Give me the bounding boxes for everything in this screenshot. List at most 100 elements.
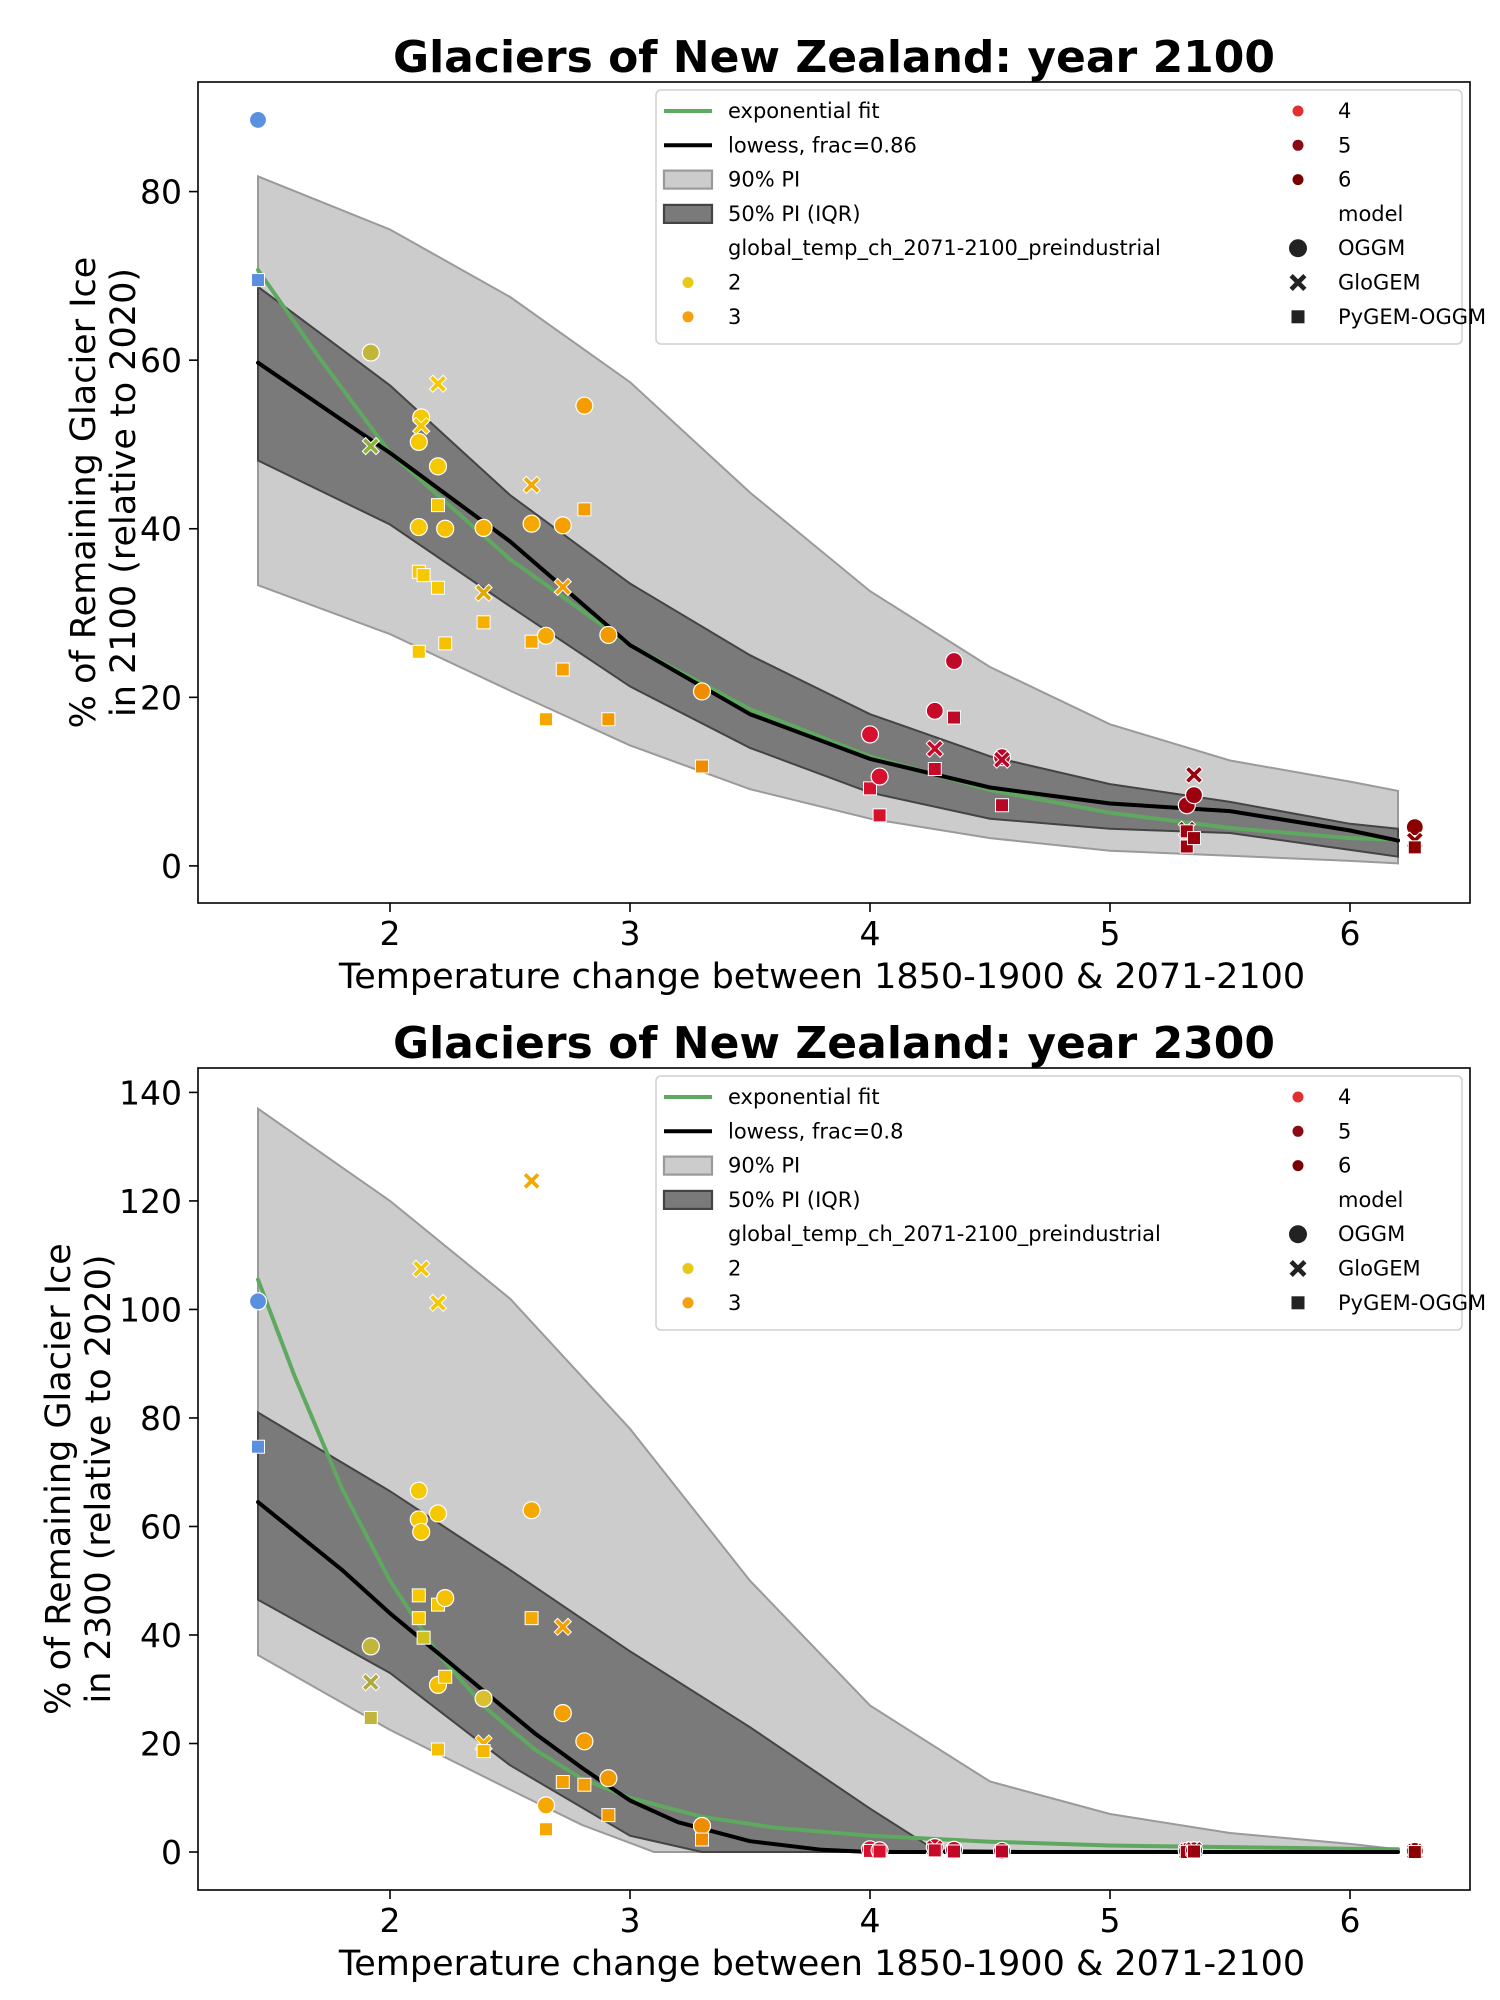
data-point-glogem xyxy=(925,739,945,758)
y-axis-label: % of Remaining Glacier Icein 2300 (relat… xyxy=(39,1243,119,1715)
data-point-pygem-oggm xyxy=(995,798,1009,813)
legend-label: OGGM xyxy=(1338,1222,1405,1246)
data-point-oggm xyxy=(599,1769,618,1788)
data-point-pygem-oggm xyxy=(995,1844,1009,1859)
x-tick-label: 3 xyxy=(620,914,641,953)
data-point-oggm xyxy=(536,626,556,645)
legend-dot-swatch xyxy=(1292,174,1304,186)
data-point-oggm xyxy=(248,1292,268,1311)
legend-marker-circle xyxy=(1289,239,1307,258)
x-tick-label: 6 xyxy=(1340,914,1361,953)
y-tick-label: 140 xyxy=(119,1073,182,1112)
data-point-oggm xyxy=(436,1588,455,1608)
data-point-pygem-oggm xyxy=(411,1588,426,1603)
data-point-glogem xyxy=(474,583,493,603)
y-axis-label-line: in 2300 (relative to 2020) xyxy=(79,1254,119,1703)
data-point-glogem xyxy=(361,1672,381,1692)
data-point-glogem xyxy=(553,1617,573,1637)
data-point-pygem-oggm xyxy=(1187,1844,1201,1859)
data-point-oggm xyxy=(248,110,268,130)
legend-box xyxy=(655,1075,1463,1331)
x-tick-label: 2 xyxy=(380,914,401,953)
data-point-glogem xyxy=(553,577,573,597)
data-point-glogem xyxy=(1184,765,1204,785)
data-point-oggm xyxy=(599,625,618,645)
legend-patch-swatch xyxy=(662,169,714,190)
legend: exponential fit lowess, frac=0.86 90% PI 50… xyxy=(655,89,1486,345)
data-point-pygem-oggm xyxy=(411,644,426,659)
x-tick-label: 4 xyxy=(860,914,881,953)
y-tick-label: 60 xyxy=(140,341,182,380)
x-tick-label: 4 xyxy=(860,1901,881,1940)
x-axis-label: Temperature change between 1850-1900 & 2… xyxy=(338,957,1305,997)
legend-label: OGGM xyxy=(1338,236,1405,260)
legend-patch-swatch xyxy=(662,203,714,224)
legend-dot-swatch xyxy=(682,311,694,323)
data-point-pygem-oggm xyxy=(438,1669,453,1684)
y-axis-label-line: % of Remaining Glacier Ice xyxy=(39,1243,79,1715)
data-point-oggm xyxy=(474,1689,493,1708)
y-tick-label: 100 xyxy=(119,1290,182,1329)
data-point-oggm xyxy=(361,1637,380,1656)
data-point-pygem-oggm xyxy=(577,1777,592,1792)
legend-label: lowess, frac=0.8 xyxy=(728,1119,903,1143)
data-point-oggm xyxy=(692,1816,712,1836)
data-point-oggm xyxy=(409,1481,428,1500)
legend-patch-swatch xyxy=(662,1155,714,1176)
data-point-oggm xyxy=(522,514,541,533)
y-tick-label: 20 xyxy=(140,678,182,717)
data-point-pygem-oggm xyxy=(1407,840,1422,855)
data-point-pygem-oggm xyxy=(431,580,445,595)
y-tick-label: 80 xyxy=(140,1399,182,1438)
x-axis-label: Temperature change between 1850-1900 & 2… xyxy=(338,1944,1305,1984)
y-tick-label: 40 xyxy=(140,510,182,549)
y-tick-label: 0 xyxy=(161,1833,182,1872)
data-point-oggm xyxy=(692,682,712,701)
legend-label: 2 xyxy=(728,1257,741,1281)
legend-label: GloGEM xyxy=(1338,1257,1421,1281)
legend-label: 50% PI (IQR) xyxy=(728,1188,861,1212)
plot-frame xyxy=(197,81,1471,904)
legend-dot-swatch xyxy=(1292,1125,1304,1137)
legend-label: model xyxy=(1338,1188,1403,1212)
data-point-pygem-oggm xyxy=(476,1744,491,1759)
data-point-pygem-oggm xyxy=(927,1843,942,1858)
data-point-oggm xyxy=(1184,786,1204,805)
legend-label: 2 xyxy=(728,271,741,295)
legend-label: exponential fit xyxy=(728,1085,880,1109)
data-point-pygem-oggm xyxy=(863,781,877,796)
data-point-pygem-oggm xyxy=(539,1822,553,1837)
exponential-fit-line xyxy=(256,268,1400,842)
data-point-oggm xyxy=(944,651,964,671)
data-point-pygem-oggm xyxy=(695,759,709,774)
data-point-glogem xyxy=(428,1293,448,1313)
data-point-oggm xyxy=(1405,818,1424,837)
y-tick-label: 80 xyxy=(140,173,182,212)
data-point-pygem-oggm xyxy=(555,662,570,677)
chart-title: Glaciers of New Zealand: year 2300 xyxy=(393,1018,1275,1069)
data-point-oggm xyxy=(860,725,880,744)
legend-dot-swatch xyxy=(1292,1160,1304,1172)
data-point-oggm xyxy=(428,457,448,476)
chart-title: Glaciers of New Zealand: year 2100 xyxy=(393,32,1275,83)
data-point-pygem-oggm xyxy=(431,498,445,513)
data-point-oggm xyxy=(412,1522,431,1542)
x-tick-label: 3 xyxy=(620,1901,641,1940)
legend-label: 6 xyxy=(1338,1154,1351,1178)
x-tick-label: 2 xyxy=(380,1901,401,1940)
legend-label: 6 xyxy=(1338,168,1351,192)
legend-label: 50% PI (IQR) xyxy=(728,202,861,226)
data-point-oggm xyxy=(870,767,889,786)
legend-label: lowess, frac=0.86 xyxy=(728,133,917,157)
data-point-pygem-oggm xyxy=(695,1832,709,1847)
legend-marker-square xyxy=(1291,1296,1305,1310)
legend-patch-swatch xyxy=(662,1189,714,1211)
data-point-oggm xyxy=(436,519,455,538)
legend-marker-x xyxy=(1289,274,1307,291)
data-point-pygem-oggm xyxy=(524,634,539,649)
data-point-pygem-oggm xyxy=(539,712,553,727)
legend-dot-swatch xyxy=(1292,105,1304,117)
lowess-line xyxy=(256,360,1400,843)
data-point-oggm xyxy=(474,518,493,538)
